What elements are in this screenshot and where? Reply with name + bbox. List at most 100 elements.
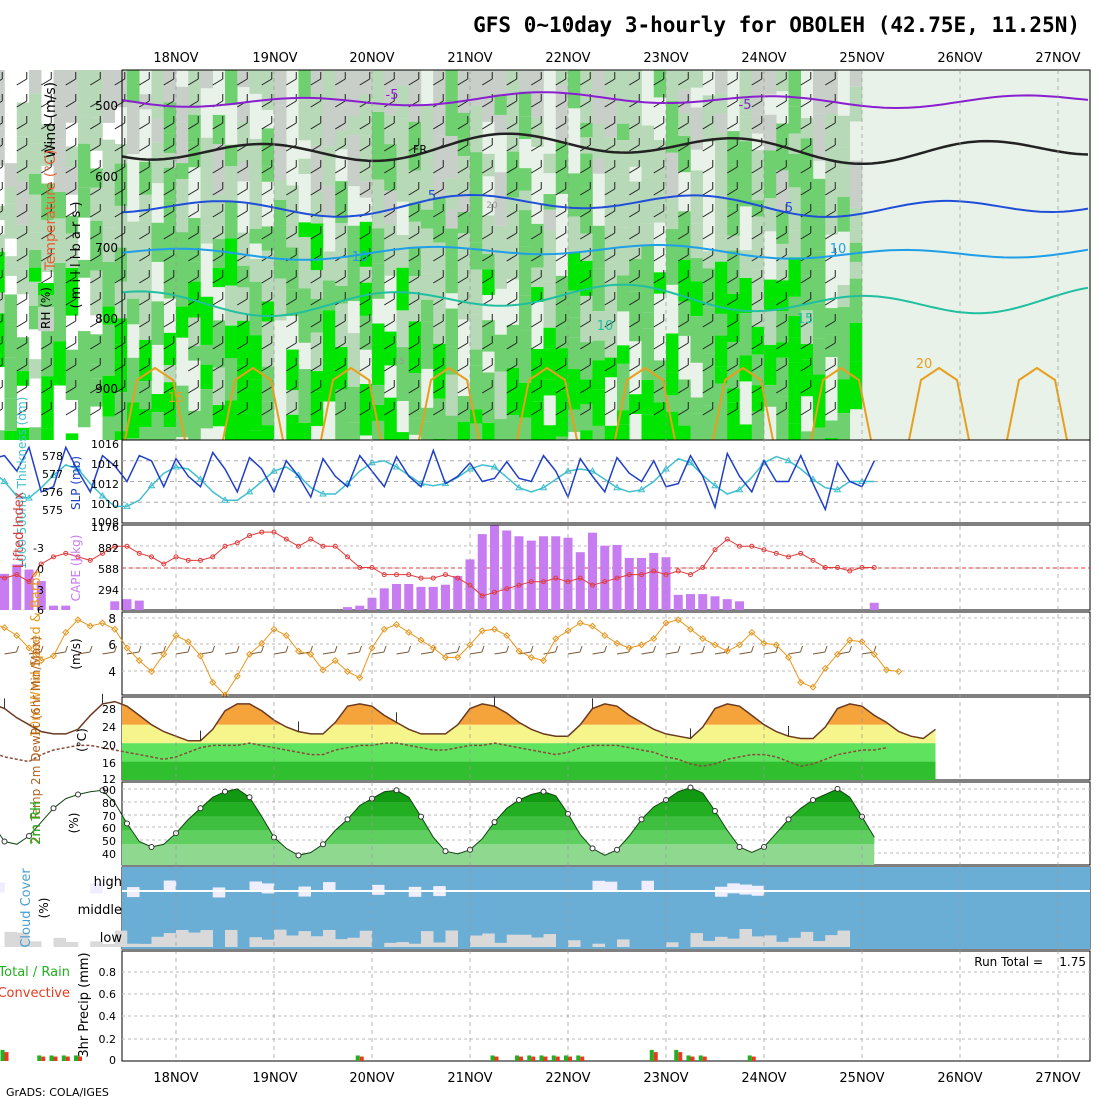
wind-barb: [163, 254, 175, 262]
wind-speed-point: [699, 635, 707, 643]
rh-cell: [139, 161, 152, 195]
date-label: 21NOV: [447, 51, 492, 66]
rh-cell: [372, 111, 385, 161]
wind-barb: [579, 342, 591, 350]
cloud-low-block: [16, 932, 30, 947]
temp-contour-warm: [222, 366, 284, 441]
cape-bar: [122, 599, 132, 610]
pressure-axis-label: ( m i l l i b a r s ): [69, 202, 84, 309]
rh-cell: [764, 385, 777, 407]
thickness-line: [0, 455, 875, 508]
rh-cell: [555, 436, 569, 440]
wind-barb: [236, 78, 248, 86]
rh-cell: [335, 389, 348, 405]
wind-barb: [604, 232, 616, 240]
wind-speed-point: [172, 631, 180, 640]
rh-line: [0, 786, 875, 856]
date-label: 20NOV: [349, 1071, 394, 1086]
rh-cell: [249, 70, 262, 94]
rh-cell: [4, 187, 17, 204]
cloud-bands: [0, 867, 1090, 949]
rh-cell: [261, 351, 275, 367]
rh-cell: [298, 398, 311, 423]
wind-barb: [579, 100, 591, 108]
wind-barb: [555, 188, 567, 196]
wind-barb: [579, 320, 591, 328]
rh-units-label: (%): [67, 813, 81, 834]
rh-cell: [506, 123, 520, 152]
cloud-low-block: [53, 937, 66, 947]
cloud-low-block: [359, 930, 373, 947]
wind-barb: [604, 166, 616, 174]
rh-point: [712, 808, 718, 815]
wind-barb: [212, 364, 224, 372]
cape-bar: [392, 583, 401, 610]
wind-barb: [702, 188, 714, 196]
rh-cell: [310, 391, 324, 427]
rh-cell: [555, 390, 569, 437]
wind-barb: [187, 122, 199, 130]
rh-cell: [359, 121, 373, 136]
li-tick: 3: [37, 584, 44, 597]
wind-barb: [383, 320, 395, 328]
rh-cell: [666, 198, 679, 230]
wind-speed-point: [368, 644, 376, 652]
wind-barb: [89, 386, 101, 394]
li-point: [210, 554, 216, 560]
rh-cell: [90, 334, 103, 365]
precip-ticks: 0.8 0.6 0.4 0.2 0: [99, 966, 117, 1067]
rh-cell: [237, 398, 250, 414]
rh-cell: [653, 70, 667, 98]
rh-cell: [347, 422, 360, 440]
wind-barb: [628, 144, 640, 152]
cloud-high-block: [604, 881, 618, 892]
rh-cell: [90, 378, 103, 407]
rh-cell: [506, 70, 520, 124]
wind-barb: [236, 320, 248, 328]
slp-panel: 578 577 576 575 1016 1014 1012 1010 1008…: [0, 397, 1091, 569]
date-label: 23NOV: [643, 51, 688, 66]
rh-cell: [102, 262, 115, 307]
wind-barb: [800, 342, 812, 350]
rh-cell: [372, 385, 385, 405]
rh-cell: [433, 242, 446, 293]
wind-barb: [0, 210, 3, 213]
wind-barb: [236, 364, 248, 372]
wind-barb: [457, 254, 469, 262]
wind-barb: [16, 364, 28, 372]
wind-barb: [16, 386, 28, 394]
wind-barb: [726, 364, 738, 372]
wind-barb: [481, 320, 493, 328]
contour-label: 20: [916, 357, 933, 372]
cape-bar: [673, 594, 683, 610]
temp-axis-label: 2m Temp 2m DewPt (6hr Min/Max): [29, 636, 43, 844]
rh-cell: [666, 249, 679, 285]
rh-cell: [800, 359, 814, 397]
rh-cell: [102, 416, 115, 440]
wind-barb: [187, 320, 199, 328]
rh-cell: [225, 325, 238, 359]
wind-barb: [457, 78, 469, 86]
wind-barb: [138, 254, 150, 262]
precip-total-bar: [0, 1049, 5, 1061]
wind-barb: [187, 386, 199, 394]
rh-cell: [445, 178, 458, 194]
date-label: 27NOV: [1035, 1071, 1080, 1086]
rh-cell: [715, 261, 728, 314]
temp-contour: [121, 91, 1089, 110]
wind-barb: [726, 78, 738, 86]
precip-convective-bar: [555, 1056, 560, 1061]
thickness-point: [515, 483, 523, 491]
rh-legend-swatch-light: [38, 307, 54, 319]
surface-wind-barbs: [4, 645, 877, 655]
wind-barb: [702, 100, 714, 108]
wind-barb: [628, 210, 640, 218]
rh-cell: [396, 432, 409, 440]
rh-cell: [225, 358, 238, 401]
rh-cell: [580, 260, 593, 296]
wind-barb: [0, 122, 3, 125]
wind-speed-point: [895, 667, 903, 676]
wind-barb: [65, 342, 77, 350]
rh-cell: [837, 413, 850, 440]
wind-barb: [138, 386, 150, 394]
